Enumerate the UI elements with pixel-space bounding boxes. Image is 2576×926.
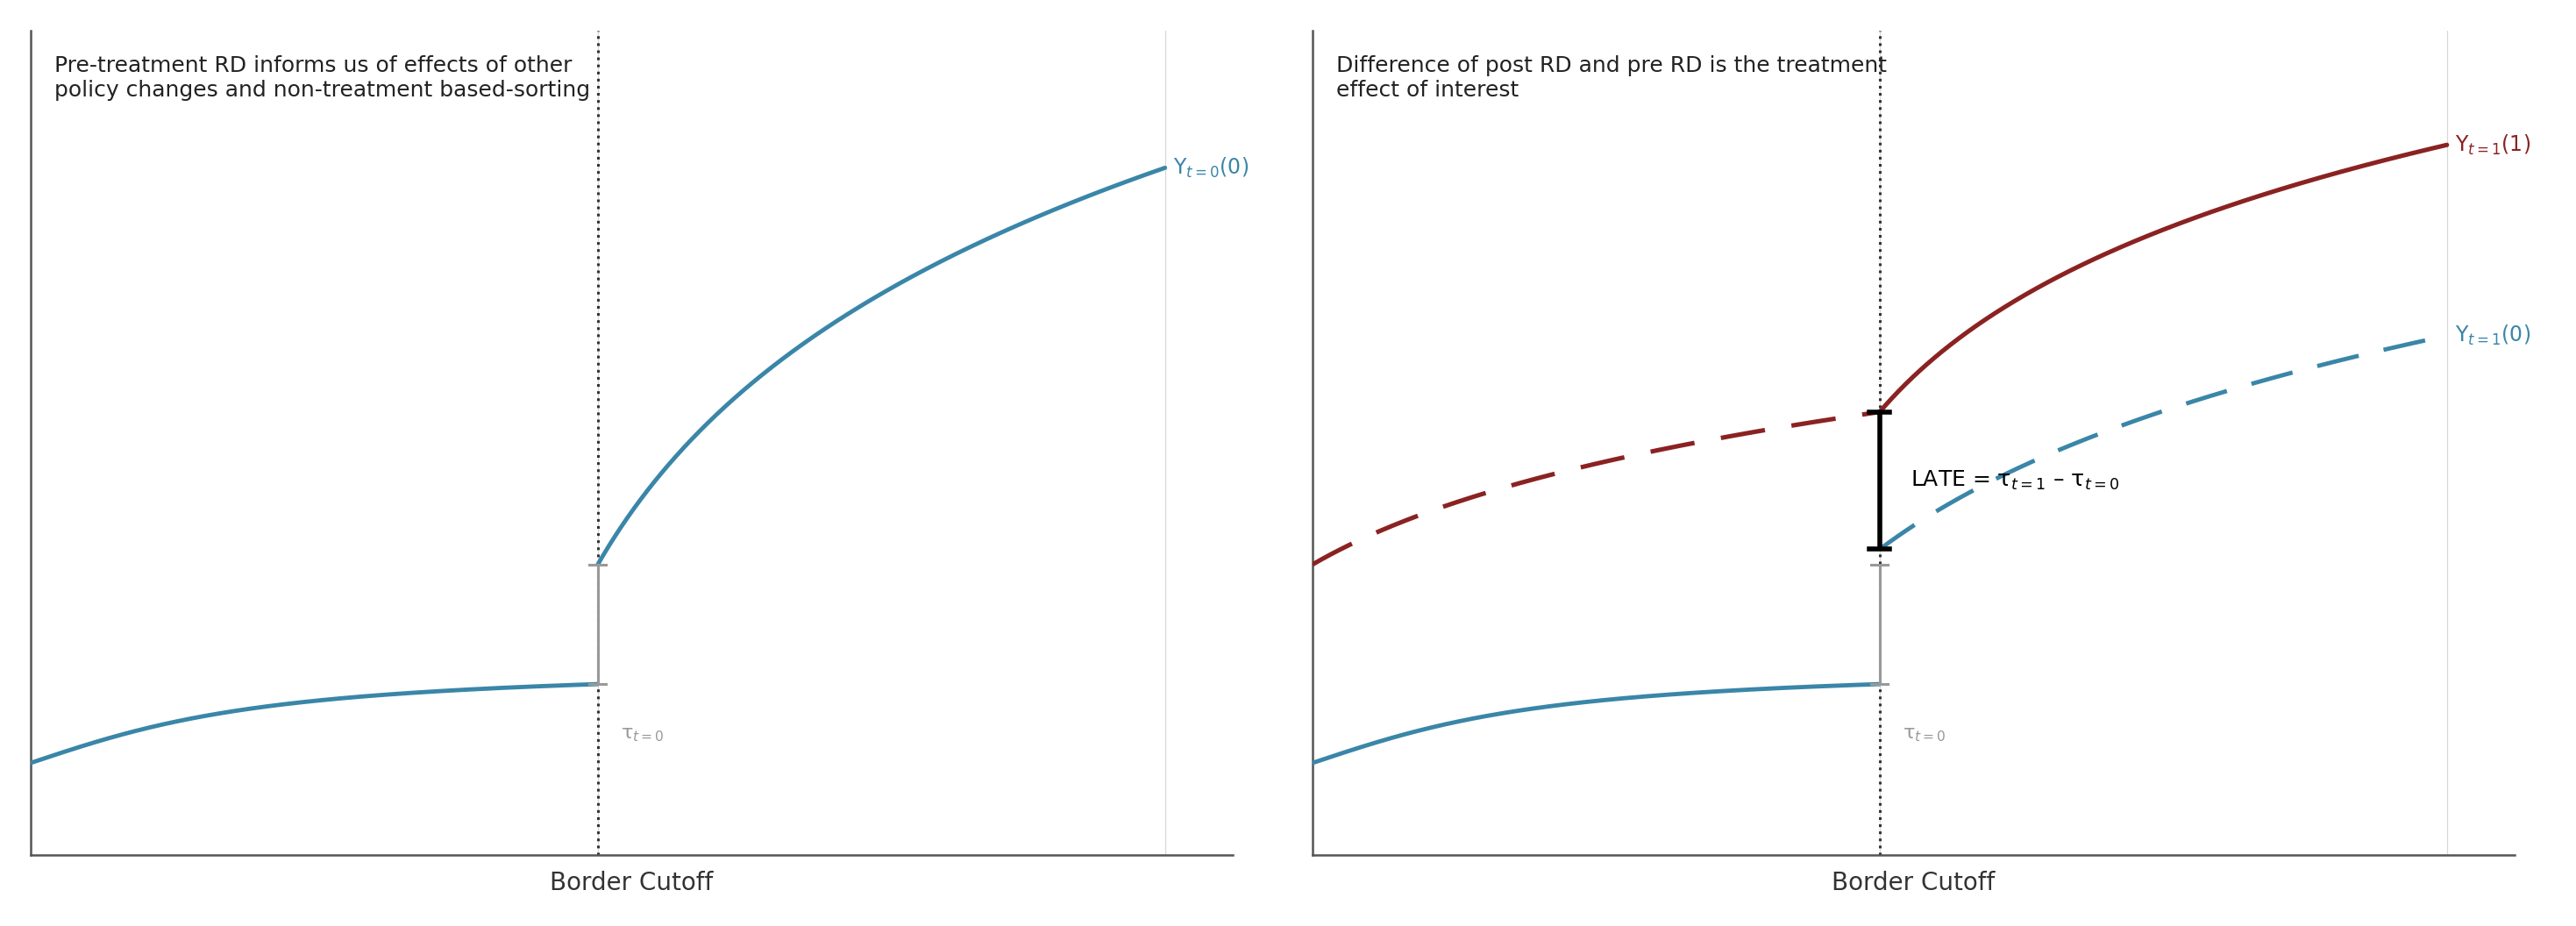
X-axis label: Border Cutoff: Border Cutoff: [1832, 871, 1996, 895]
X-axis label: Border Cutoff: Border Cutoff: [551, 871, 714, 895]
Text: Y$_{t=0}$(0): Y$_{t=0}$(0): [1175, 156, 1249, 180]
Text: τ$_{t=0}$: τ$_{t=0}$: [1901, 726, 1945, 744]
Text: Y$_{t=1}$(1): Y$_{t=1}$(1): [2455, 133, 2532, 156]
Text: τ$_{t=0}$: τ$_{t=0}$: [621, 726, 665, 744]
Text: Y$_{t=1}$(0): Y$_{t=1}$(0): [2455, 324, 2532, 347]
Text: Pre-treatment RD informs us of effects of other
policy changes and non-treatment: Pre-treatment RD informs us of effects o…: [54, 56, 590, 101]
Text: Difference of post RD and pre RD is the treatment
effect of interest: Difference of post RD and pre RD is the …: [1337, 56, 1888, 101]
Text: LATE = τ$_{t=1}$ – τ$_{t=0}$: LATE = τ$_{t=1}$ – τ$_{t=0}$: [1911, 469, 2120, 492]
